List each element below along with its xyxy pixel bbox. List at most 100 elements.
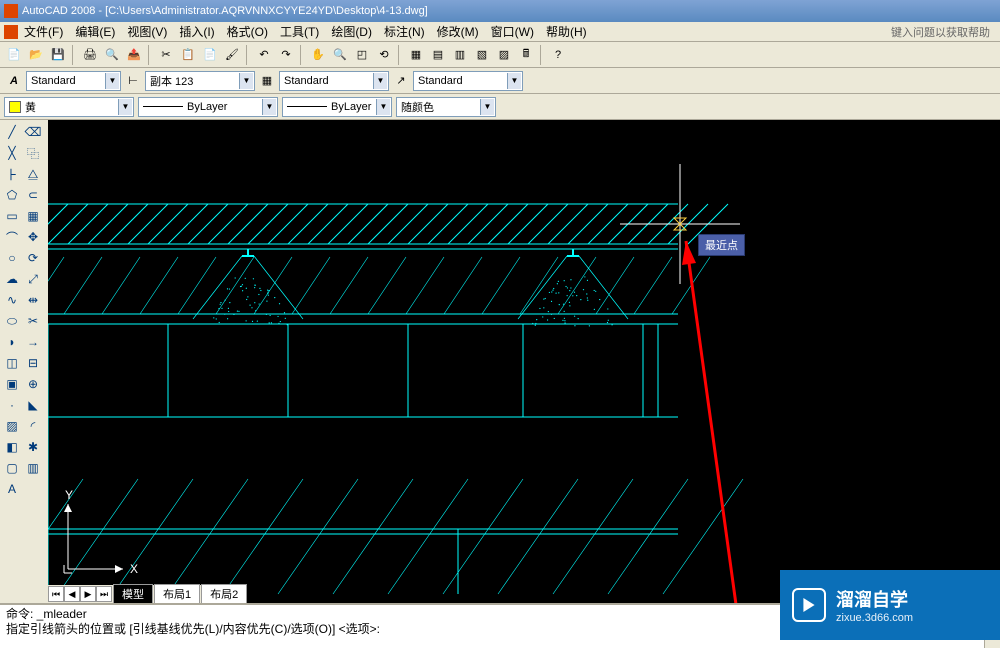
zoomprev-icon[interactable]: ⟲ — [374, 45, 394, 65]
gradient-icon[interactable]: ◧ — [2, 437, 22, 457]
circle-icon[interactable]: ○ — [2, 248, 22, 268]
menu-draw[interactable]: 绘图(D) — [325, 21, 378, 42]
tab-first-icon[interactable]: ⏮ — [48, 586, 64, 602]
break-icon[interactable]: ⊟ — [23, 353, 43, 373]
pline-icon[interactable]: ⺊ — [2, 164, 22, 184]
join-icon[interactable]: ⊕ — [23, 374, 43, 394]
rect-icon[interactable]: ▭ — [2, 206, 22, 226]
tablestyle-icon[interactable]: ▦ — [257, 71, 277, 91]
table-icon[interactable]: ▥ — [23, 458, 43, 478]
undo-icon[interactable]: ↶ — [254, 45, 274, 65]
explode-icon[interactable]: ✱ — [23, 437, 43, 457]
preview-icon[interactable]: 🔍 — [102, 45, 122, 65]
polygon-icon[interactable]: ⬠ — [2, 185, 22, 205]
fillet-icon[interactable]: ◜ — [23, 416, 43, 436]
cut-icon[interactable]: ✂ — [156, 45, 176, 65]
copy-icon[interactable]: ⿻ — [23, 143, 43, 163]
watermark-badge: 溜溜自学 zixue.3d66.com — [780, 570, 1000, 640]
paste-icon[interactable]: 📄 — [200, 45, 220, 65]
tab-next-icon[interactable]: ▶ — [80, 586, 96, 602]
drawing-canvas[interactable]: XY 最近点 ⏮ ◀ ▶ ⏭ 模型 布局1 布局2 — [48, 120, 1000, 603]
menu-bar: 文件(F) 编辑(E) 视图(V) 插入(I) 格式(O) 工具(T) 绘图(D… — [0, 22, 1000, 42]
markup-icon[interactable]: ▨ — [494, 45, 514, 65]
watermark-url: zixue.3d66.com — [836, 612, 913, 624]
play-icon — [792, 588, 826, 622]
matchprop-icon[interactable]: 🖌 — [222, 45, 242, 65]
tab-layout2[interactable]: 布局2 — [201, 584, 247, 603]
tab-prev-icon[interactable]: ◀ — [64, 586, 80, 602]
dimstyle-icon[interactable]: ⊢ — [123, 71, 143, 91]
color-combo[interactable]: 黄▼ — [4, 97, 134, 117]
revcloud-icon[interactable]: ☁ — [2, 269, 22, 289]
app-icon — [4, 4, 18, 18]
calc-icon[interactable]: 🖩 — [516, 45, 536, 65]
region-icon[interactable]: ▢ — [2, 458, 22, 478]
menu-dim[interactable]: 标注(N) — [378, 21, 431, 42]
open-icon[interactable]: 📂 — [26, 45, 46, 65]
menu-modify[interactable]: 修改(M) — [431, 21, 485, 42]
tab-layout1[interactable]: 布局1 — [154, 584, 200, 603]
offset-icon[interactable]: ⊂ — [23, 185, 43, 205]
scale-icon[interactable]: ⤢ — [23, 269, 43, 289]
publish-icon[interactable]: 📤 — [124, 45, 144, 65]
move-icon[interactable]: ✥ — [23, 227, 43, 247]
plotstyle-combo[interactable]: 随颜色▼ — [396, 97, 496, 117]
ellipse-icon[interactable]: ⬭ — [2, 311, 22, 331]
extend-icon[interactable]: → — [23, 332, 43, 352]
new-icon[interactable]: 📄 — [4, 45, 24, 65]
textstyle-combo[interactable]: Standard▼ — [26, 71, 121, 91]
copy-icon[interactable]: 📋 — [178, 45, 198, 65]
xline-icon[interactable]: ╳ — [2, 143, 22, 163]
menu-edit[interactable]: 编辑(E) — [69, 21, 121, 42]
menu-insert[interactable]: 插入(I) — [173, 21, 220, 42]
menu-file[interactable]: 文件(F) — [18, 21, 69, 42]
rotate-icon[interactable]: ⟳ — [23, 248, 43, 268]
trim-icon[interactable]: ✂ — [23, 311, 43, 331]
zoom-icon[interactable]: 🔍 — [330, 45, 350, 65]
lineweight-combo[interactable]: ByLayer▼ — [282, 97, 392, 117]
print-icon[interactable]: 🖨 — [80, 45, 100, 65]
chamfer-icon[interactable]: ◣ — [23, 395, 43, 415]
tab-last-icon[interactable]: ⏭ — [96, 586, 112, 602]
menu-tools[interactable]: 工具(T) — [274, 21, 325, 42]
spline-icon[interactable]: ∿ — [2, 290, 22, 310]
mleaderstyle-icon[interactable]: ↗ — [391, 71, 411, 91]
toolpal-icon[interactable]: ▥ — [450, 45, 470, 65]
help-hint[interactable]: 键入问题以获取帮助 — [891, 24, 996, 40]
sheet-icon[interactable]: ▧ — [472, 45, 492, 65]
watermark-brand: 溜溜自学 — [836, 586, 913, 612]
tab-model[interactable]: 模型 — [113, 584, 153, 603]
arc-icon[interactable]: ⌒ — [2, 227, 22, 247]
mleaderstyle-combo[interactable]: Standard▼ — [413, 71, 523, 91]
line-icon[interactable]: ╱ — [2, 122, 22, 142]
zoomwin-icon[interactable]: ◰ — [352, 45, 372, 65]
dcenter-icon[interactable]: ▤ — [428, 45, 448, 65]
menu-help[interactable]: 帮助(H) — [540, 21, 593, 42]
menu-format[interactable]: 格式(O) — [221, 21, 274, 42]
textstyle-icon[interactable]: A — [4, 71, 24, 91]
pan-icon[interactable]: ✋ — [308, 45, 328, 65]
stretch-icon[interactable]: ⇹ — [23, 290, 43, 310]
props-icon[interactable]: ▦ — [406, 45, 426, 65]
block-icon[interactable]: ◫ — [2, 353, 22, 373]
ellipsearc-icon[interactable]: ◗ — [2, 332, 22, 352]
mtext-icon[interactable]: A — [2, 479, 22, 499]
svg-text:X: X — [130, 562, 138, 576]
title-bar: AutoCAD 2008 - [C:\Users\Administrator.A… — [0, 0, 1000, 22]
color-swatch — [9, 101, 21, 113]
array-icon[interactable]: ▦ — [23, 206, 43, 226]
point-icon[interactable]: · — [2, 395, 22, 415]
mirror-icon[interactable]: ⧋ — [23, 164, 43, 184]
menu-view[interactable]: 视图(V) — [121, 21, 173, 42]
hatch-icon[interactable]: ▨ — [2, 416, 22, 436]
redo-icon[interactable]: ↷ — [276, 45, 296, 65]
linetype-combo[interactable]: ByLayer▼ — [138, 97, 278, 117]
help-icon[interactable]: ? — [548, 45, 568, 65]
save-icon[interactable]: 💾 — [48, 45, 68, 65]
makeblock-icon[interactable]: ▣ — [2, 374, 22, 394]
menu-window[interactable]: 窗口(W) — [485, 21, 540, 42]
dimstyle-combo[interactable]: 副本 123▼ — [145, 71, 255, 91]
properties-toolbar: 黄▼ ByLayer▼ ByLayer▼ 随颜色▼ — [0, 94, 1000, 120]
erase-icon[interactable]: ⌫ — [23, 122, 43, 142]
tablestyle-combo[interactable]: Standard▼ — [279, 71, 389, 91]
